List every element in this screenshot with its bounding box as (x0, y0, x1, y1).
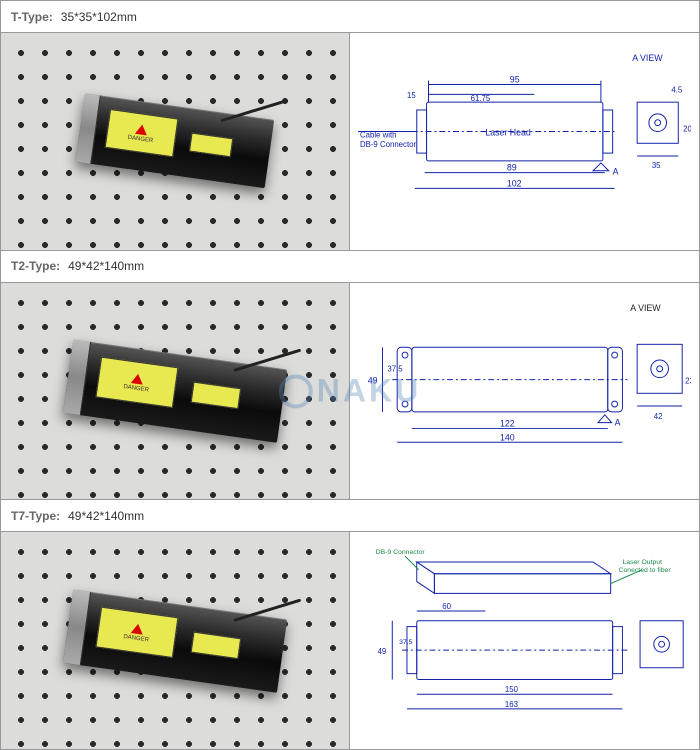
dim-20: 20 (683, 125, 691, 134)
warning-triangle-icon (135, 124, 148, 136)
connector-text: DB-9 Connector (376, 549, 426, 556)
danger-label: DANGER (96, 357, 179, 409)
photo-t7: DANGER (1, 532, 350, 749)
danger-label: DANGER (104, 110, 178, 158)
warning-triangle-icon (131, 623, 144, 635)
dim-35: 35 (652, 161, 661, 170)
laserhead-text: Laser Head (485, 127, 531, 137)
dim-140: 140 (500, 432, 515, 442)
danger-label: DANGER (96, 607, 179, 659)
dim-95: 95 (510, 75, 520, 85)
dim-163: 163 (505, 700, 519, 709)
dim-15: 15 (407, 91, 416, 100)
spec-table: T-Type: 35*35*102mm DANGER A VIEW (0, 0, 700, 750)
dim-60: 60 (442, 602, 451, 611)
danger-text: DANGER (123, 384, 149, 394)
photo-t2: DANGER (1, 283, 350, 500)
aview-label: A VIEW (630, 303, 661, 313)
dimensions-text: 49*42*140mm (68, 509, 144, 523)
dim-89: 89 (507, 163, 517, 173)
danger-text: DANGER (123, 634, 149, 644)
drawing-t7: DB-9 Connector Laser Output Conected to … (350, 532, 699, 749)
dimensions-text: 49*42*140mm (68, 259, 144, 273)
arrow-a: A (613, 167, 619, 177)
output-text1: Laser Output (622, 559, 662, 566)
type-label: T-Type: (11, 10, 53, 24)
dim-375: 37.5 (399, 640, 413, 647)
dim-375: 37.5 (387, 364, 403, 373)
dim-45: 4.5 (671, 85, 683, 94)
small-label (191, 382, 241, 409)
danger-text: DANGER (127, 135, 153, 145)
row-content-t2: DANGER A VIEW (1, 283, 699, 501)
warning-triangle-icon (131, 373, 144, 385)
dim-6175: 61.75 (471, 94, 491, 103)
row-header-t7: T7-Type: 49*42*140mm (1, 500, 699, 532)
dim-150: 150 (505, 686, 519, 695)
drawing-t: A VIEW Cable with DB-9 Connector Laser H… (350, 33, 699, 250)
dim-49: 49 (368, 375, 378, 385)
row-content-t7: DANGER DB-9 Connector (1, 532, 699, 749)
type-label: T2-Type: (11, 259, 60, 273)
type-label: T7-Type: (11, 509, 60, 523)
dim-122: 122 (500, 418, 515, 428)
small-label (189, 132, 233, 157)
drawing-t2: A VIEW 122 140 4 (350, 283, 699, 500)
connector-text: DB-9 Connector (360, 140, 417, 149)
dim-49: 49 (378, 647, 387, 656)
aview-label: A VIEW (632, 53, 663, 63)
photo-t: DANGER (1, 33, 350, 250)
dimensions-text: 35*35*102mm (61, 10, 137, 24)
dim-23: 23 (685, 376, 691, 385)
row-header-t: T-Type: 35*35*102mm (1, 1, 699, 33)
arrow-a: A (615, 417, 621, 427)
small-label (191, 631, 241, 658)
row-header-t2: T2-Type: 49*42*140mm (1, 251, 699, 283)
cable-text: Cable with (360, 130, 397, 139)
dim-42: 42 (654, 411, 663, 420)
row-content-t: DANGER A VIEW Cable with DB-9 C (1, 33, 699, 251)
output-text2: Conected to fiber (619, 567, 672, 574)
dim-102: 102 (507, 178, 522, 188)
